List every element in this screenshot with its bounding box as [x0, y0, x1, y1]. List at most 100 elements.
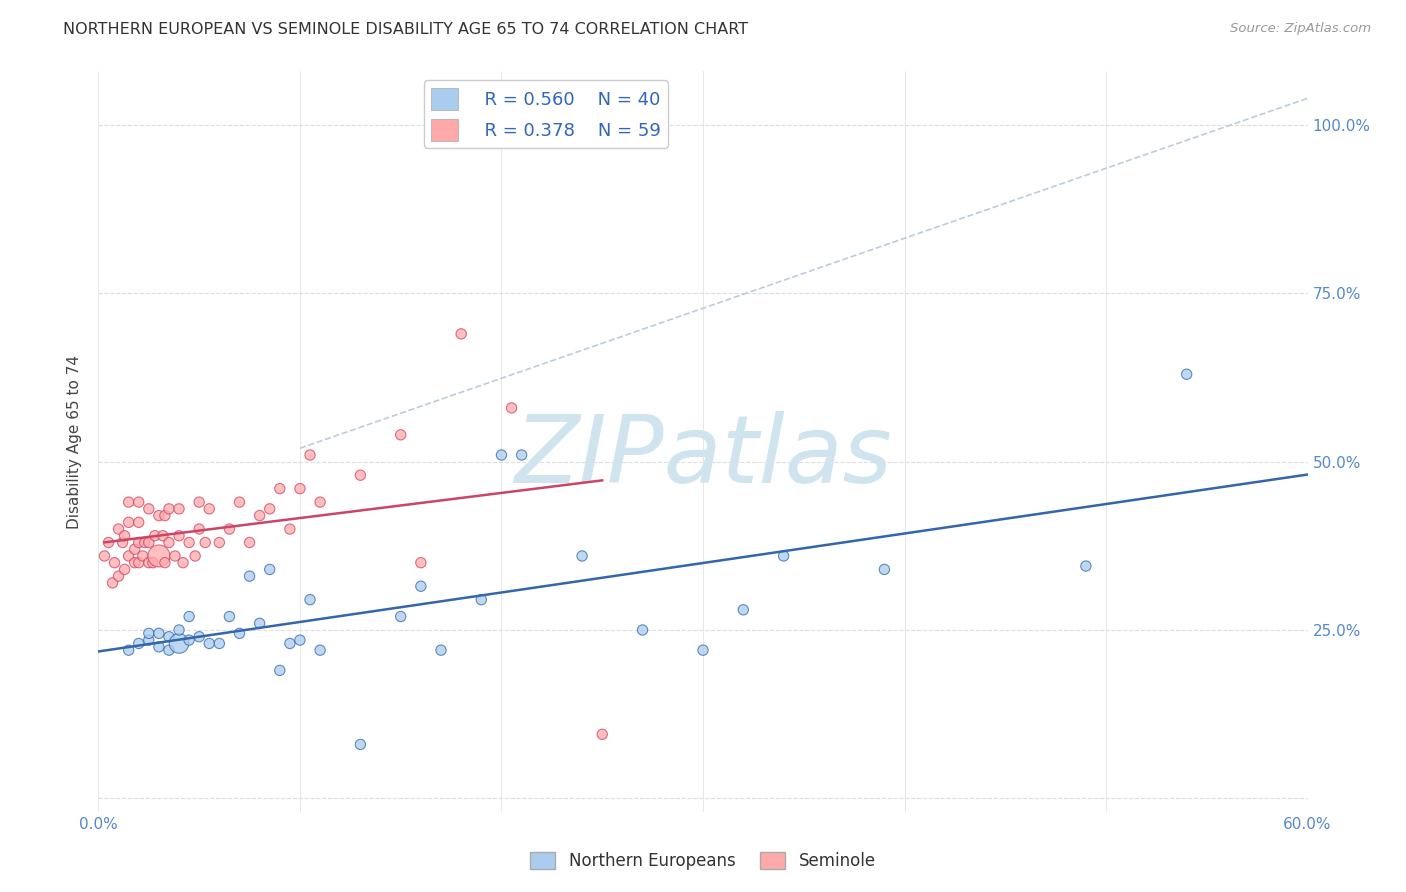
- Point: [389, 427, 412, 442]
- Point: [259, 501, 281, 516]
- Point: [198, 501, 221, 516]
- Point: [299, 592, 322, 607]
- Point: [179, 609, 201, 624]
- Legend:   R = 0.560    N = 40,   R = 0.378    N = 59: R = 0.560 N = 40, R = 0.378 N = 59: [423, 80, 668, 148]
- Point: [153, 556, 176, 570]
- Point: [692, 643, 714, 657]
- Point: [1074, 559, 1097, 574]
- Point: [188, 630, 211, 644]
- Point: [167, 529, 190, 543]
- Point: [194, 535, 217, 549]
- Point: [179, 633, 201, 648]
- Point: [198, 636, 221, 650]
- Point: [111, 535, 134, 549]
- Point: [124, 542, 146, 557]
- Point: [167, 623, 190, 637]
- Point: [148, 549, 170, 563]
- Point: [134, 535, 156, 549]
- Point: [97, 535, 120, 549]
- Point: [510, 448, 533, 462]
- Y-axis label: Disability Age 65 to 74: Disability Age 65 to 74: [67, 354, 83, 529]
- Point: [1175, 368, 1198, 382]
- Point: [208, 535, 231, 549]
- Point: [128, 495, 150, 509]
- Point: [138, 501, 160, 516]
- Point: [228, 495, 250, 509]
- Point: [409, 579, 432, 593]
- Point: [349, 468, 371, 483]
- Text: ZIPatlas: ZIPatlas: [515, 411, 891, 502]
- Point: [249, 616, 271, 631]
- Point: [138, 556, 160, 570]
- Point: [228, 626, 250, 640]
- Point: [167, 501, 190, 516]
- Point: [153, 508, 176, 523]
- Point: [148, 640, 170, 654]
- Point: [163, 549, 186, 563]
- Point: [114, 562, 136, 576]
- Point: [128, 535, 150, 549]
- Point: [349, 738, 371, 752]
- Point: [132, 549, 155, 563]
- Point: [188, 495, 211, 509]
- Point: [107, 569, 129, 583]
- Point: [172, 556, 194, 570]
- Point: [179, 535, 201, 549]
- Point: [157, 535, 180, 549]
- Point: [269, 482, 291, 496]
- Point: [93, 549, 115, 563]
- Point: [309, 643, 332, 657]
- Point: [101, 575, 124, 590]
- Point: [591, 727, 613, 741]
- Point: [148, 626, 170, 640]
- Point: [309, 495, 332, 509]
- Point: [450, 326, 472, 341]
- Point: [188, 522, 211, 536]
- Point: [118, 643, 141, 657]
- Point: [118, 549, 141, 563]
- Point: [218, 522, 240, 536]
- Point: [124, 556, 146, 570]
- Point: [873, 562, 896, 576]
- Point: [118, 495, 141, 509]
- Point: [142, 556, 165, 570]
- Text: Source: ZipAtlas.com: Source: ZipAtlas.com: [1230, 22, 1371, 36]
- Point: [167, 636, 190, 650]
- Point: [409, 556, 432, 570]
- Point: [148, 508, 170, 523]
- Point: [128, 516, 150, 530]
- Point: [157, 643, 180, 657]
- Point: [269, 664, 291, 678]
- Text: NORTHERN EUROPEAN VS SEMINOLE DISABILITY AGE 65 TO 74 CORRELATION CHART: NORTHERN EUROPEAN VS SEMINOLE DISABILITY…: [63, 22, 748, 37]
- Point: [128, 556, 150, 570]
- Point: [157, 501, 180, 516]
- Point: [249, 508, 271, 523]
- Point: [114, 529, 136, 543]
- Point: [218, 609, 240, 624]
- Point: [491, 448, 513, 462]
- Point: [128, 636, 150, 650]
- Point: [152, 529, 174, 543]
- Point: [239, 569, 262, 583]
- Point: [288, 633, 311, 648]
- Point: [259, 562, 281, 576]
- Legend: Northern Europeans, Seminole: Northern Europeans, Seminole: [523, 845, 883, 877]
- Point: [501, 401, 523, 415]
- Point: [239, 535, 262, 549]
- Point: [470, 592, 492, 607]
- Point: [157, 630, 180, 644]
- Point: [184, 549, 207, 563]
- Point: [288, 482, 311, 496]
- Point: [143, 529, 166, 543]
- Point: [772, 549, 794, 563]
- Point: [299, 448, 322, 462]
- Point: [733, 603, 755, 617]
- Point: [107, 522, 129, 536]
- Point: [389, 609, 412, 624]
- Point: [138, 535, 160, 549]
- Point: [430, 643, 453, 657]
- Point: [631, 623, 654, 637]
- Point: [278, 522, 301, 536]
- Point: [103, 556, 125, 570]
- Point: [138, 633, 160, 648]
